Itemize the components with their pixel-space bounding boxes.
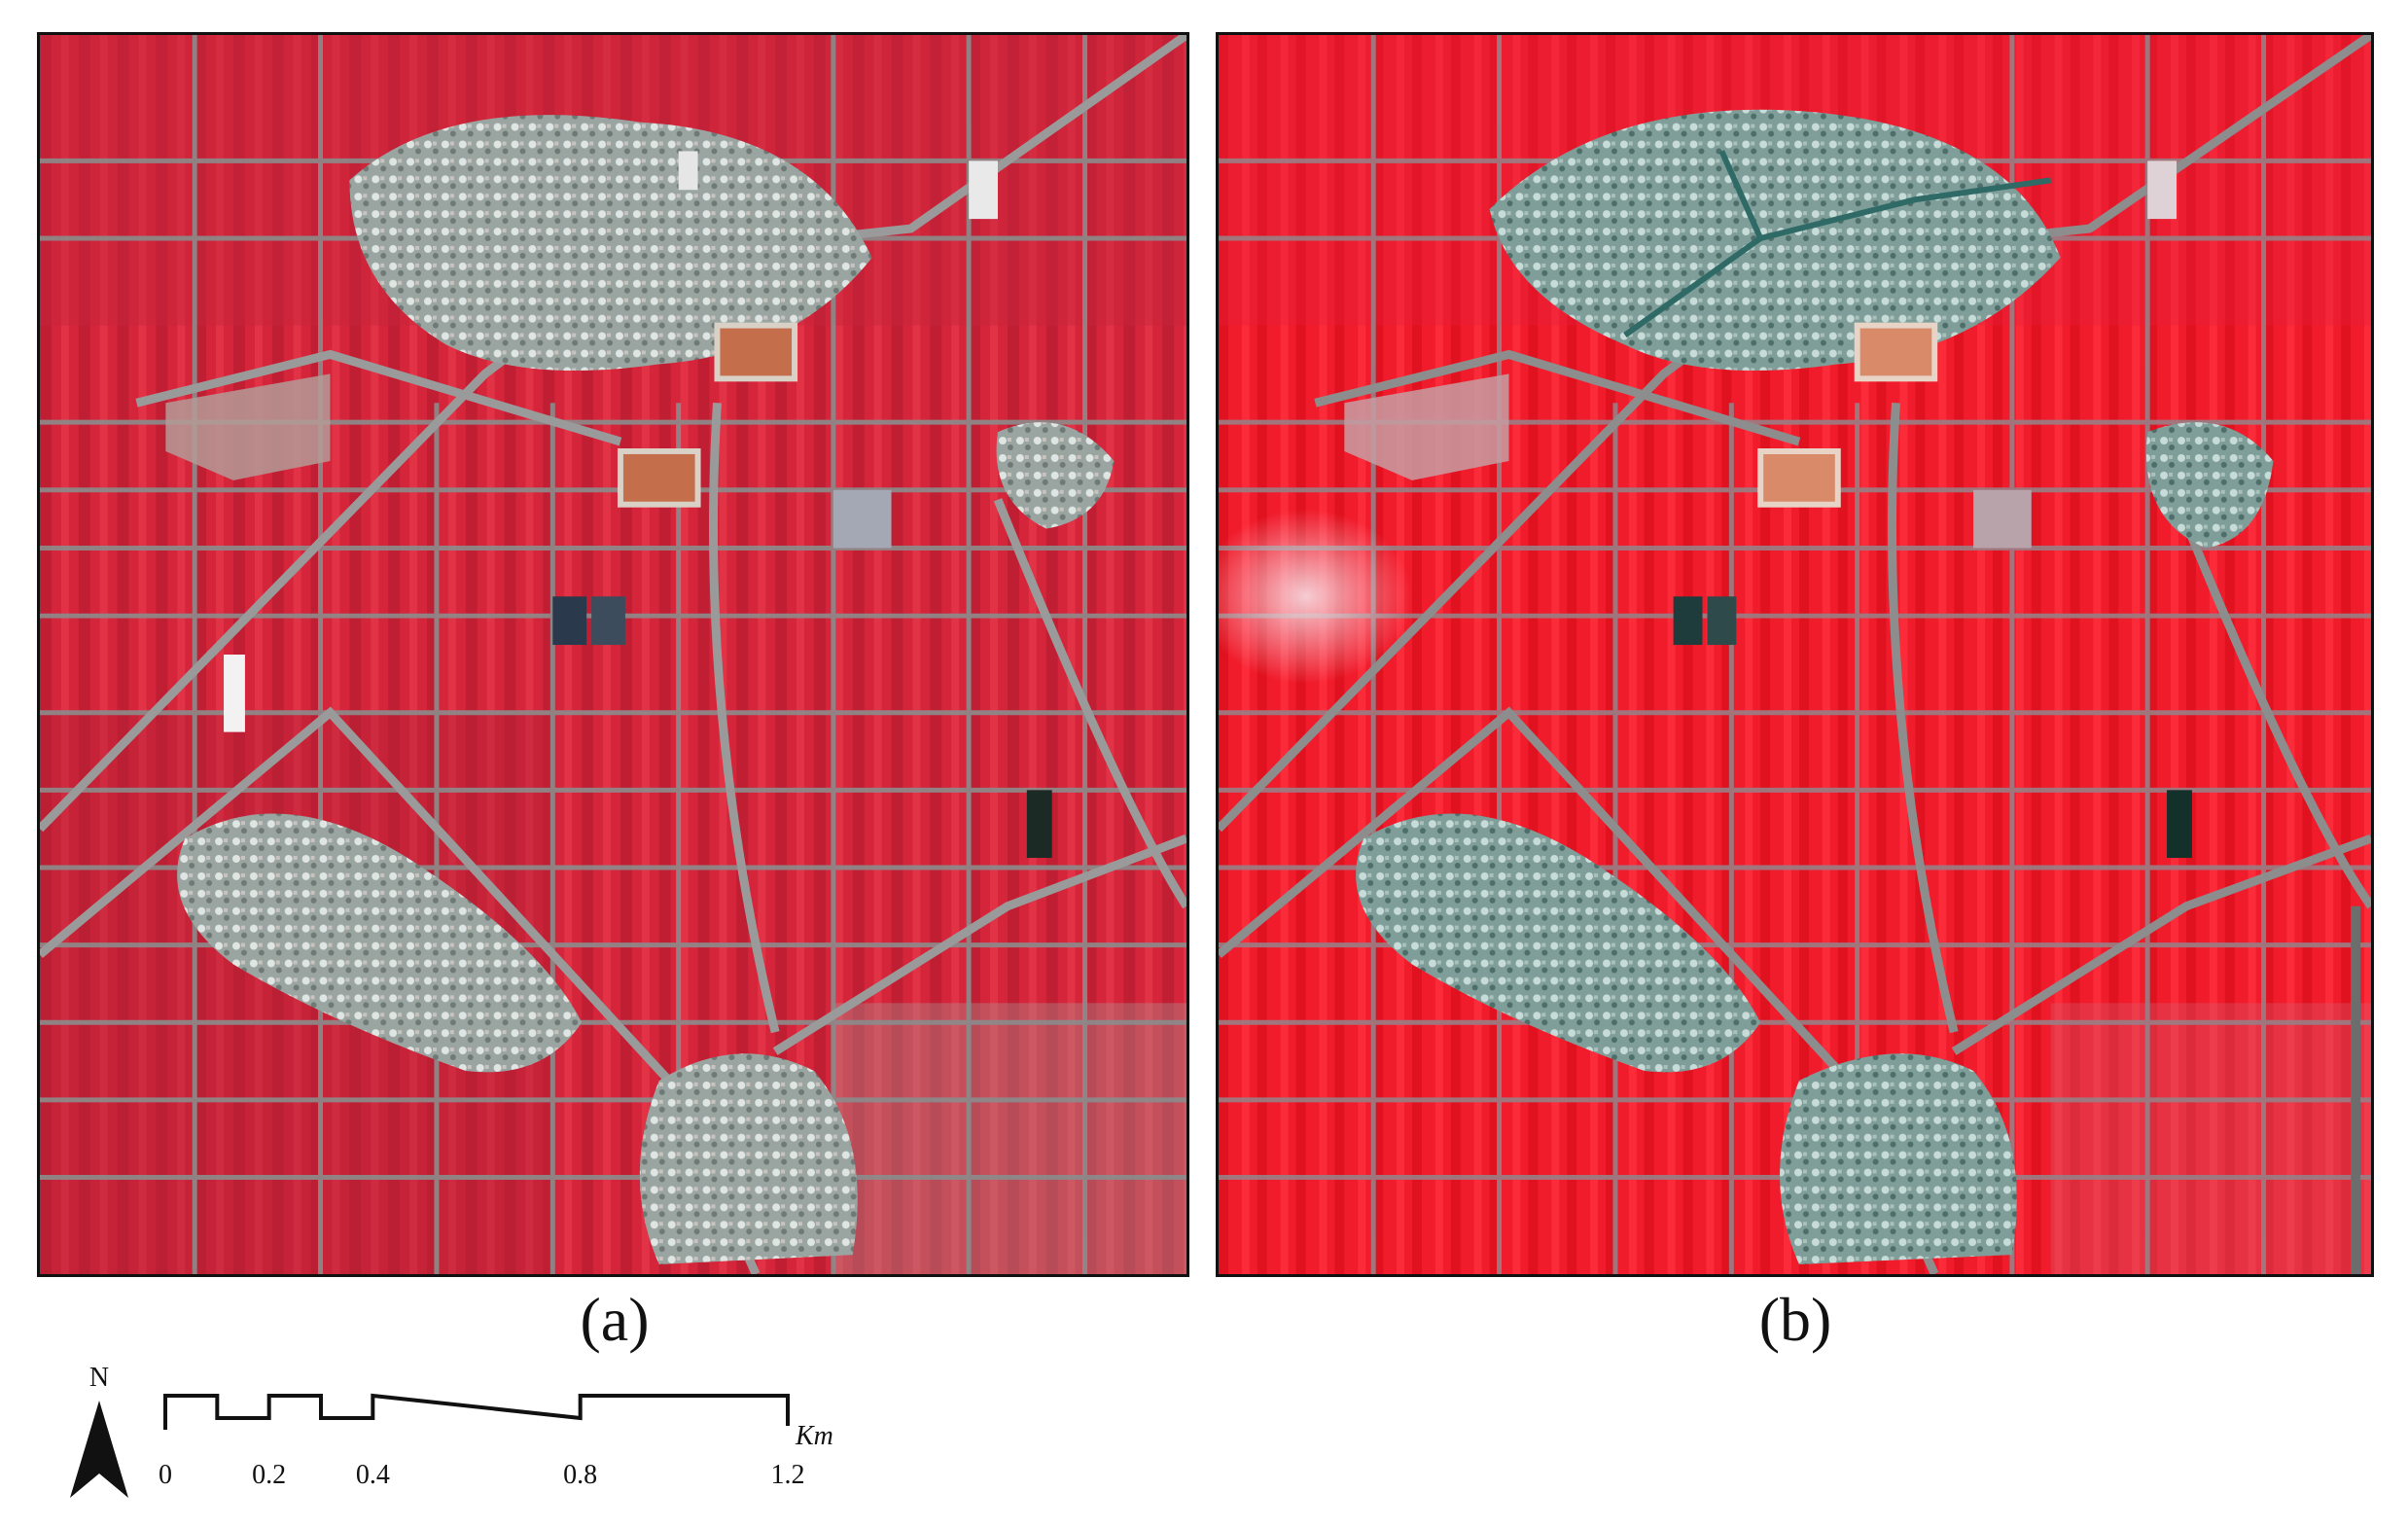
map-panel-a <box>37 32 1189 1277</box>
scale-unit: Km <box>795 1421 833 1451</box>
scale-tick-label: 0.2 <box>252 1460 286 1490</box>
map-panel-b <box>1216 32 2374 1277</box>
false-color-image-b <box>1219 35 2371 1274</box>
false-color-image-a <box>40 35 1186 1274</box>
scale-tick-labels: 0 0.2 0.4 0.8 1.2 <box>159 1460 805 1490</box>
scale-tick-label: 1.2 <box>771 1460 805 1490</box>
scale-bar: 0 0.2 0.4 0.8 1.2 Km <box>159 1393 833 1490</box>
scale-tick-label: 0 <box>159 1460 172 1490</box>
caption-b: (b) <box>1758 1285 1832 1354</box>
scale-bar-line <box>163 1393 790 1430</box>
north-arrow-icon: N <box>70 1363 128 1498</box>
scale-tick-label: 0.4 <box>356 1460 390 1490</box>
scale-tick-label: 0.8 <box>563 1460 597 1490</box>
scale-segments <box>163 1393 790 1430</box>
north-label: N <box>89 1363 109 1393</box>
caption-a: (a) <box>580 1285 650 1354</box>
